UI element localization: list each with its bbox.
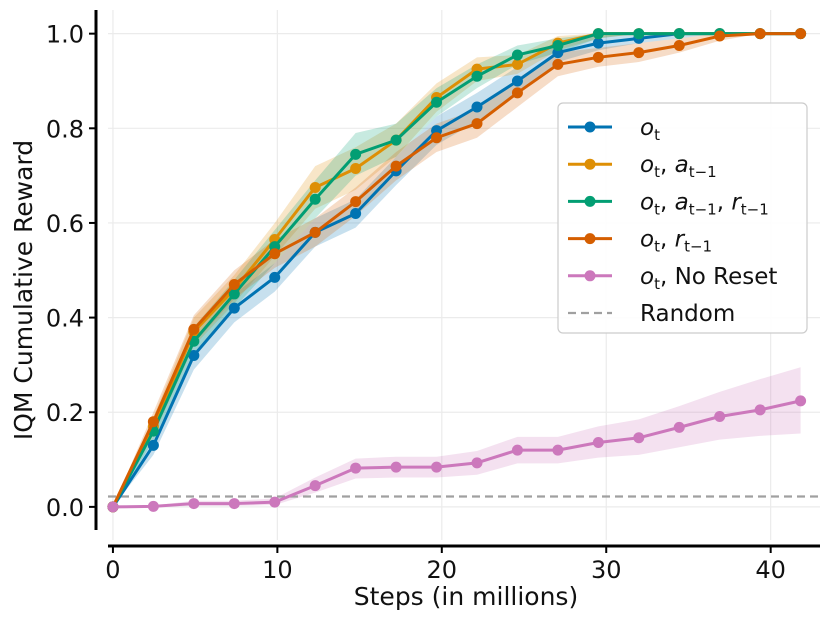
band-series-4 [112, 367, 801, 507]
y-tick-label: 1.0 [46, 21, 84, 49]
x-tick-label: 10 [262, 556, 293, 584]
point-series-2 [309, 193, 321, 205]
legend-marker [584, 270, 596, 282]
point-series-0 [592, 37, 604, 49]
point-series-1 [511, 58, 523, 70]
line-series-4 [112, 399, 801, 509]
point-series-4 [754, 404, 766, 416]
point-series-3 [147, 416, 159, 428]
x-tick-label: 30 [591, 556, 622, 584]
point-series-4 [309, 480, 321, 492]
point-series-3 [511, 87, 523, 99]
legend-label-series-4: ot, No Reset [640, 264, 777, 293]
y-axis-title: IQM Cumulative Reward [9, 140, 38, 440]
line-series-2 [111, 32, 801, 508]
point-series-3 [228, 278, 240, 290]
point-series-0 [350, 207, 362, 219]
point-series-4 [269, 496, 281, 508]
point-series-2 [633, 28, 645, 40]
legend-label-series-2: ot, at−1, rt−1 [640, 189, 769, 218]
x-tick-label: 20 [427, 556, 458, 584]
point-series-4 [390, 461, 402, 473]
point-series-3 [431, 132, 443, 144]
point-series-2 [552, 39, 564, 51]
y-tick-label: 0.2 [46, 399, 84, 427]
legend-box [557, 102, 808, 334]
legend-marker [584, 121, 596, 133]
y-tick-label: 0.8 [46, 115, 84, 143]
point-series-0 [147, 439, 159, 451]
point-series-4 [107, 501, 119, 513]
point-series-1 [309, 181, 321, 193]
point-series-2 [390, 134, 402, 146]
point-series-3 [714, 30, 726, 42]
legend-marker [584, 195, 596, 207]
point-series-4 [228, 498, 240, 510]
legend-label-series-0: ot [640, 115, 660, 144]
y-tick-label: 0.6 [46, 210, 84, 238]
point-series-3 [795, 28, 807, 40]
point-series-2 [228, 288, 240, 300]
point-series-3 [350, 196, 362, 208]
band-series-0 [112, 33, 801, 507]
legend-label-series-1: ot, at−1 [640, 152, 717, 181]
point-series-3 [673, 39, 685, 51]
x-tick-label: 0 [105, 556, 120, 584]
legend-label-series-3: ot, rt−1 [640, 227, 712, 256]
legend-marker [584, 158, 596, 170]
point-series-4 [147, 500, 159, 512]
point-series-4 [431, 461, 443, 473]
point-series-4 [471, 457, 483, 469]
point-series-4 [592, 437, 604, 449]
ticks: 0 10 20 30 40 0.0 0.2 0.4 0.6 0.8 1.0 [46, 21, 786, 584]
point-series-2 [471, 70, 483, 82]
point-series-1 [350, 163, 362, 175]
point-series-3 [269, 248, 281, 260]
point-series-4 [511, 444, 523, 456]
x-tick-label: 40 [755, 556, 786, 584]
point-series-3 [754, 28, 766, 40]
point-series-2 [511, 49, 523, 61]
y-tick-label: 0.0 [46, 494, 84, 522]
point-series-2 [673, 28, 685, 40]
point-series-4 [673, 421, 685, 433]
point-series-3 [592, 51, 604, 63]
point-series-0 [188, 349, 200, 361]
point-series-4 [795, 395, 807, 407]
point-series-3 [633, 47, 645, 59]
point-series-3 [471, 118, 483, 130]
point-series-2 [350, 148, 362, 160]
point-series-4 [188, 498, 200, 510]
legend-marker [584, 233, 596, 245]
x-axis-title: Steps (in millions) [354, 582, 578, 611]
point-series-2 [431, 96, 443, 108]
series-lines [107, 28, 807, 513]
point-series-4 [714, 410, 726, 422]
point-series-3 [552, 58, 564, 70]
point-series-4 [552, 444, 564, 456]
legend: ot ot, at−1 ot, at−1, rt−1 ot, rt−1 ot, No R… [557, 102, 808, 334]
point-series-4 [350, 462, 362, 474]
line-series-3 [111, 32, 801, 508]
point-series-0 [269, 271, 281, 283]
y-tick-label: 0.4 [46, 305, 84, 333]
point-series-0 [511, 75, 523, 87]
legend-label-random: Random [640, 301, 735, 327]
point-series-3 [188, 323, 200, 335]
point-series-0 [228, 302, 240, 314]
point-series-3 [309, 226, 321, 238]
point-series-3 [390, 160, 402, 172]
point-series-4 [633, 432, 645, 444]
point-series-2 [592, 28, 604, 40]
axes [94, 10, 820, 548]
point-series-0 [471, 101, 483, 113]
